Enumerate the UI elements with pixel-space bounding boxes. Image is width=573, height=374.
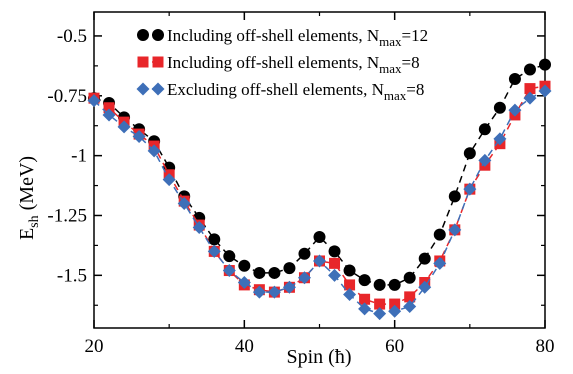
series-3-point: [328, 268, 342, 282]
series-1-point: [539, 58, 551, 71]
series-3-point: [237, 276, 251, 290]
series-3-point: [508, 103, 522, 117]
series-2-point: [103, 102, 115, 114]
series-3-point: [132, 129, 146, 143]
series-1-point: [463, 147, 476, 160]
series-2-point: [524, 83, 536, 95]
series-2-point: [329, 257, 341, 269]
series-1-point: [223, 250, 236, 263]
series-3-point: [252, 285, 266, 299]
y-axis-title: Esh (MeV): [16, 156, 42, 240]
series-1-point: [523, 63, 536, 76]
legend-marker: [137, 29, 149, 41]
legend-marker: [137, 56, 149, 68]
series-3-point: [523, 91, 537, 105]
series-1-point: [373, 278, 386, 291]
y-tick-label: -0.75: [47, 86, 87, 107]
series-3-point: [388, 304, 402, 318]
series-3-point: [538, 84, 552, 98]
series-1-point: [253, 266, 266, 279]
series-2-point: [374, 298, 386, 310]
axis-ticks: 20 40 60 80 -0.5 -0.75 -1 -1.25 -1.5: [47, 12, 555, 357]
y-tick-label: -1: [71, 146, 87, 167]
series-3-point: [162, 173, 176, 187]
y-axis-title-main: E: [16, 228, 38, 240]
legend-marker: [152, 29, 164, 41]
y-axis-title-unit: (MeV): [16, 156, 38, 215]
series-3-point: [87, 94, 101, 108]
series-3-point: [102, 108, 116, 122]
series-3-point: [418, 280, 432, 294]
legend-marker: [136, 82, 150, 96]
series-1-point: [433, 228, 446, 241]
series-1-point: [208, 233, 221, 246]
series-1-point: [268, 266, 281, 279]
series-1-point: [418, 252, 431, 265]
series-3-point: [147, 144, 161, 158]
legend-marker: [151, 82, 165, 96]
y-tick-label: -1.25: [47, 205, 87, 226]
x-tick-label: 60: [385, 336, 404, 357]
legend-marker: [152, 56, 164, 68]
series-1-point: [283, 262, 296, 275]
series-1-point: [238, 259, 251, 272]
series-3-line: [93, 90, 546, 315]
series-3-point: [282, 280, 296, 294]
series-3-point: [403, 299, 417, 313]
series-1-point: [403, 271, 416, 284]
series-3-point: [448, 223, 462, 237]
series-2-point: [389, 298, 401, 310]
series-2-point: [404, 291, 416, 303]
series-2-line: [93, 85, 546, 305]
series-1-point: [298, 247, 311, 260]
x-tick-label: 40: [235, 336, 254, 357]
x-axis-title: Spin (ħ): [287, 346, 352, 368]
series-3-point: [117, 120, 131, 134]
series-3-point: [433, 256, 447, 270]
series-3-point: [313, 254, 326, 268]
series-1-point: [313, 231, 326, 244]
series-3-point: [463, 182, 477, 196]
series-3-point: [373, 307, 387, 321]
series-2-point: [344, 279, 356, 291]
series-3-point: [297, 271, 311, 285]
series-3-point: [267, 285, 281, 299]
legend-entry-2: Including off-shell elements, Nmax=8: [167, 53, 420, 76]
series-3-point: [222, 264, 236, 278]
series-3-point: [493, 132, 507, 146]
y-tick-label: -1.5: [57, 265, 87, 286]
y-axis-title-sub: sh: [27, 215, 42, 227]
series-3-point: [478, 153, 492, 167]
series-1-point: [493, 101, 506, 114]
series-3-point: [192, 220, 206, 234]
series-3-point: [343, 287, 357, 301]
y-tick-label: -0.5: [57, 26, 87, 47]
series-1-point: [328, 245, 341, 258]
series-1-point: [343, 264, 356, 277]
series-1-point: [508, 73, 521, 86]
x-tick-label: 80: [536, 336, 555, 357]
series-layer: [87, 58, 552, 321]
series-3-point: [358, 302, 372, 316]
series-1-point: [358, 274, 371, 287]
x-tick-label: 20: [85, 336, 104, 357]
series-3-point: [177, 197, 191, 211]
series-1-point: [448, 190, 461, 203]
series-2-point: [359, 293, 371, 305]
legend-entry-3: Excluding off-shell elements, Nmax=8: [167, 80, 424, 103]
series-1-point: [478, 123, 491, 136]
legend-entry-1: Including off-shell elements, Nmax=12: [167, 26, 428, 49]
series-1-point: [388, 278, 401, 291]
series-3-point: [207, 244, 221, 258]
legend: Including off-shell elements, Nmax=12 Inc…: [136, 26, 428, 103]
